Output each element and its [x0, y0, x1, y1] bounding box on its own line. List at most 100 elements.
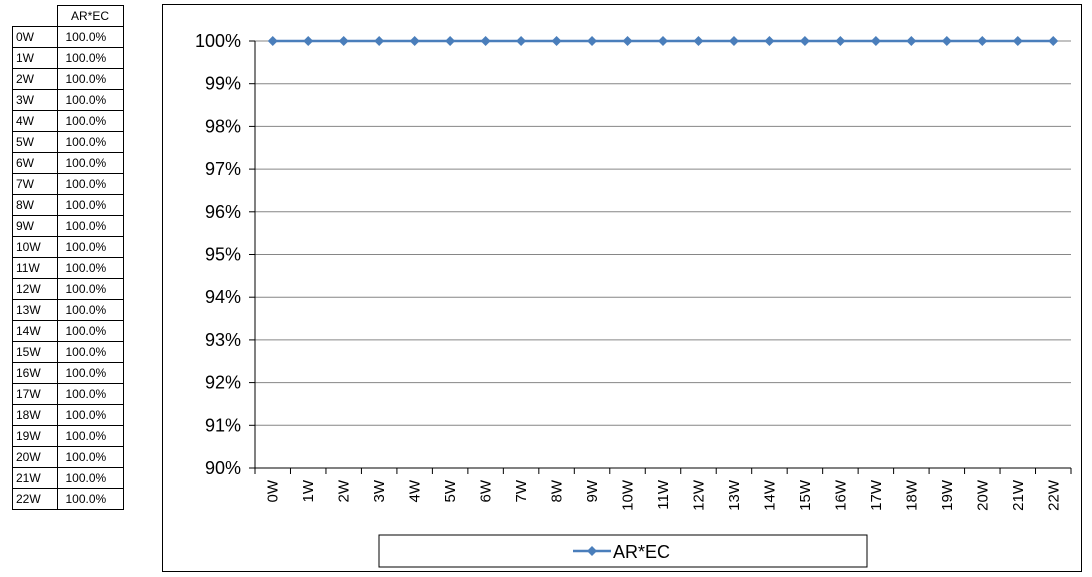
data-point	[1012, 36, 1023, 46]
row-value: 100.0%	[56, 278, 124, 300]
row-value: 100.0%	[56, 299, 124, 321]
x-tick-label: 12W	[690, 479, 707, 511]
row-label: 16W	[12, 362, 58, 384]
data-point	[374, 36, 385, 46]
table-corner-cell	[12, 5, 58, 27]
row-label: 3W	[12, 89, 58, 111]
row-label: 7W	[12, 173, 58, 195]
chart-area: 90% 91% 92% 93% 94% 95% 96% 97% 98% 99% 100% 0W 1W 2W…	[162, 4, 1082, 572]
row-label: 17W	[12, 383, 58, 405]
table-row: 19W 100.0%	[12, 425, 124, 447]
table-row: 12W 100.0%	[12, 278, 124, 300]
table-row: 20W 100.0%	[12, 446, 124, 468]
row-value: 100.0%	[56, 341, 124, 363]
row-label: 11W	[12, 257, 58, 279]
x-tick-label: 0W	[265, 479, 282, 502]
row-label: 21W	[12, 467, 58, 489]
y-tick-label: 99%	[205, 74, 241, 94]
table-row: 0W 100.0%	[12, 26, 124, 48]
data-point	[338, 36, 349, 46]
y-tick-label: 97%	[205, 159, 241, 179]
row-label: 20W	[12, 446, 58, 468]
x-tick-label: 6W	[478, 479, 495, 502]
table-row: 21W 100.0%	[12, 467, 124, 489]
y-tick-label: 90%	[205, 458, 241, 478]
row-label: 18W	[12, 404, 58, 426]
row-label: 2W	[12, 68, 58, 90]
table-row: 4W 100.0%	[12, 110, 124, 132]
data-point	[551, 36, 562, 46]
table-row: 11W 100.0%	[12, 257, 124, 279]
table-header-row: AR*EC	[12, 5, 124, 27]
y-tick-label: 98%	[205, 116, 241, 136]
row-value: 100.0%	[56, 362, 124, 384]
table-row: 1W 100.0%	[12, 47, 124, 69]
legend-label: AR*EC	[613, 542, 670, 562]
row-label: 12W	[12, 278, 58, 300]
x-tick-label: 13W	[726, 479, 743, 511]
x-tick-label: 20W	[974, 479, 991, 511]
data-point	[267, 36, 278, 46]
x-tick-label: 17W	[868, 479, 885, 511]
table-row: 17W 100.0%	[12, 383, 124, 405]
x-tick-label: 14W	[761, 479, 778, 511]
row-value: 100.0%	[56, 425, 124, 447]
data-point	[728, 36, 739, 46]
row-value: 100.0%	[56, 215, 124, 237]
x-tick-label: 4W	[407, 479, 424, 502]
row-label: 15W	[12, 341, 58, 363]
row-value: 100.0%	[56, 404, 124, 426]
data-point	[870, 36, 881, 46]
table-row: 18W 100.0%	[12, 404, 124, 426]
y-tick-label: 93%	[205, 330, 241, 350]
row-value: 100.0%	[56, 47, 124, 69]
row-label: 6W	[12, 152, 58, 174]
table-row: 14W 100.0%	[12, 320, 124, 342]
x-tick-label: 18W	[903, 479, 920, 511]
y-tick-label: 100%	[195, 31, 241, 51]
row-value: 100.0%	[56, 383, 124, 405]
row-value: 100.0%	[56, 131, 124, 153]
row-label: 19W	[12, 425, 58, 447]
row-value: 100.0%	[56, 89, 124, 111]
row-value: 100.0%	[56, 446, 124, 468]
data-point	[303, 36, 314, 46]
table-body: 0W 100.0% 1W 100.0% 2W 100.0% 3W 100.0% 4W 100.0%…	[12, 26, 124, 510]
data-point	[693, 36, 704, 46]
table-column-header: AR*EC	[56, 5, 124, 27]
y-tick-label: 96%	[205, 202, 241, 222]
data-point	[977, 36, 988, 46]
data-point	[409, 36, 420, 46]
data-point	[445, 36, 456, 46]
table-row: 9W 100.0%	[12, 215, 124, 237]
table-row: 5W 100.0%	[12, 131, 124, 153]
table-row: 2W 100.0%	[12, 68, 124, 90]
legend-marker	[587, 546, 597, 556]
x-tick-label: 2W	[336, 479, 353, 502]
row-value: 100.0%	[56, 152, 124, 174]
x-tick-label: 1W	[300, 479, 317, 502]
data-point	[658, 36, 668, 46]
row-value: 100.0%	[56, 110, 124, 132]
data-point	[480, 36, 491, 46]
table-row: 16W 100.0%	[12, 362, 124, 384]
x-tick-label: 9W	[584, 479, 601, 502]
table-row: 7W 100.0%	[12, 173, 124, 195]
y-tick-label: 95%	[205, 245, 241, 265]
x-tick-label: 3W	[371, 479, 388, 502]
row-label: 13W	[12, 299, 58, 321]
row-label: 22W	[12, 488, 58, 510]
x-tick-label: 8W	[549, 479, 566, 502]
data-point	[1048, 36, 1059, 46]
data-point	[941, 36, 952, 46]
table-row: 3W 100.0%	[12, 89, 124, 111]
data-point	[622, 36, 633, 46]
row-value: 100.0%	[56, 68, 124, 90]
y-tick-label: 94%	[205, 287, 241, 307]
line-chart: 90% 91% 92% 93% 94% 95% 96% 97% 98% 99% 100% 0W 1W 2W…	[195, 31, 1072, 568]
x-tick-label: 15W	[797, 479, 814, 511]
x-tick-label: 19W	[939, 479, 956, 511]
row-value: 100.0%	[56, 236, 124, 258]
data-point	[906, 36, 917, 46]
row-label: 1W	[12, 47, 58, 69]
